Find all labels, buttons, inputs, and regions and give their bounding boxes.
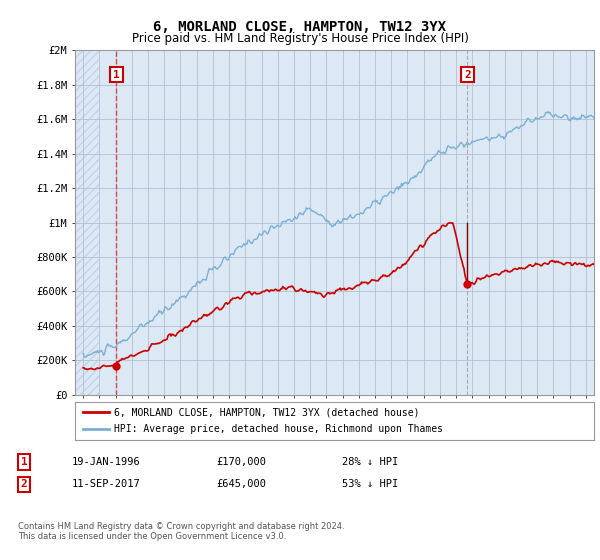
Text: £645,000: £645,000 <box>216 479 266 489</box>
Text: 1: 1 <box>20 457 28 467</box>
Text: 19-JAN-1996: 19-JAN-1996 <box>72 457 141 467</box>
Text: HPI: Average price, detached house, Richmond upon Thames: HPI: Average price, detached house, Rich… <box>114 424 443 434</box>
Text: 6, MORLAND CLOSE, HAMPTON, TW12 3YX: 6, MORLAND CLOSE, HAMPTON, TW12 3YX <box>154 20 446 34</box>
Text: 1: 1 <box>113 69 120 80</box>
Text: 53% ↓ HPI: 53% ↓ HPI <box>342 479 398 489</box>
Text: £170,000: £170,000 <box>216 457 266 467</box>
Text: 6, MORLAND CLOSE, HAMPTON, TW12 3YX (detached house): 6, MORLAND CLOSE, HAMPTON, TW12 3YX (det… <box>114 407 419 417</box>
Text: 11-SEP-2017: 11-SEP-2017 <box>72 479 141 489</box>
Text: Contains HM Land Registry data © Crown copyright and database right 2024.
This d: Contains HM Land Registry data © Crown c… <box>18 522 344 542</box>
Text: 2: 2 <box>464 69 471 80</box>
Text: 28% ↓ HPI: 28% ↓ HPI <box>342 457 398 467</box>
Bar <box>75 50 100 395</box>
Text: 2: 2 <box>20 479 28 489</box>
Text: Price paid vs. HM Land Registry's House Price Index (HPI): Price paid vs. HM Land Registry's House … <box>131 32 469 45</box>
